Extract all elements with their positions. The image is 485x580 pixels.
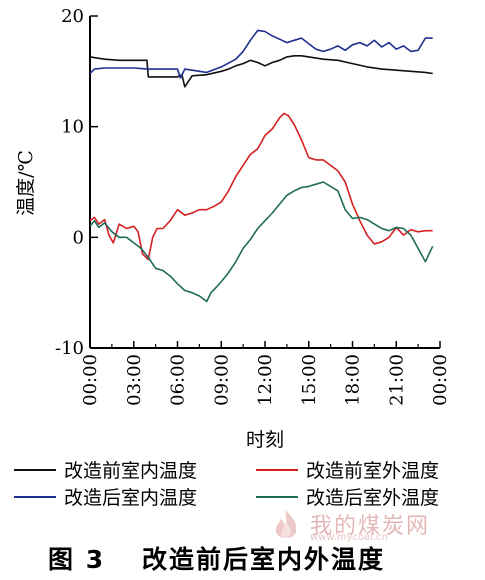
- x-tick-label: 15:00: [299, 354, 320, 406]
- y-tick-label: 10: [61, 117, 84, 138]
- legend-label: 改造前室外温度: [306, 460, 439, 482]
- x-axis-title: 时刻: [246, 429, 284, 451]
- x-tick-label: 12:00: [255, 354, 276, 406]
- figure-title: 改造前后室内外温度: [142, 545, 386, 574]
- series-layer: [89, 29, 434, 303]
- series-line-1: [89, 54, 433, 88]
- series-line-2: [89, 29, 433, 79]
- flame-logo-icon: [275, 510, 297, 538]
- x-ticks: 00:00 03:00 06:00 09:00 12:00 15:00 18:00 21:00…: [80, 341, 451, 406]
- y-ticks: -10 0 10 20: [55, 6, 98, 359]
- x-tick-label: 21:00: [386, 354, 407, 406]
- x-tick-label: 09:00: [211, 354, 232, 406]
- x-tick-label: 00:00: [80, 354, 101, 406]
- x-tick-label: 00:00: [430, 354, 451, 406]
- y-axis-title: 温度/℃: [15, 150, 37, 216]
- watermark-text: 我的煤炭网: [310, 514, 431, 539]
- watermark: 我的煤炭网 www.mycoal.cn: [248, 506, 478, 546]
- watermark-url: www.mycoal.cn: [310, 532, 388, 543]
- series-line-4: [89, 181, 434, 303]
- series-line-3: [89, 112, 433, 261]
- x-tick-label: 03:00: [124, 354, 145, 406]
- legend-label: 改造后室内温度: [64, 487, 197, 509]
- y-tick-label: -10: [55, 338, 84, 359]
- legend-label: 改造前室内温度: [64, 460, 197, 482]
- legend-label: 改造后室外温度: [306, 487, 439, 509]
- y-tick-label: 0: [73, 227, 84, 248]
- y-tick-label: 20: [61, 6, 84, 27]
- temperature-chart: -10 0 10 20 00:00 03:00 06:00 09:00 12:00 15:00 1…: [14, 6, 451, 509]
- x-tick-label: 18:00: [343, 354, 364, 406]
- figure-number: 图 3: [48, 545, 106, 574]
- x-tick-label: 06:00: [168, 354, 189, 406]
